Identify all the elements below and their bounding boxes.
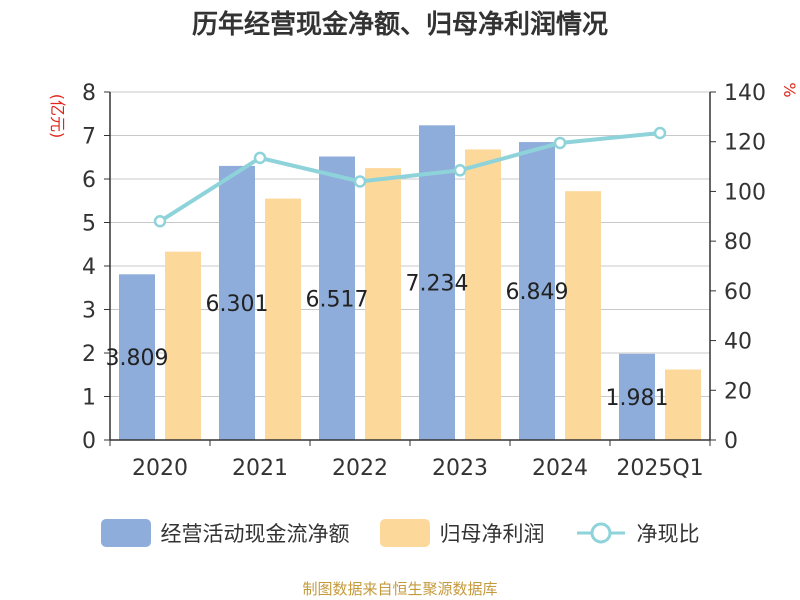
bar-net-profit bbox=[265, 198, 301, 440]
source-note: 制图数据来自恒生聚源数据库 bbox=[302, 580, 498, 598]
y-right-tick-label: 20 bbox=[724, 379, 752, 404]
bar-net-profit bbox=[465, 149, 501, 441]
ratio-line-path bbox=[158, 131, 661, 223]
x-tick-label: 2025Q1 bbox=[616, 456, 703, 481]
x-tick-label: 2023 bbox=[432, 456, 488, 481]
bar-cashflow bbox=[219, 165, 255, 440]
y-left-tick-label: 1 bbox=[82, 386, 96, 411]
y-left-tick-label: 6 bbox=[82, 168, 96, 193]
y-right-tick-label: 0 bbox=[724, 429, 738, 454]
bar-net-profit bbox=[365, 168, 401, 440]
y-right-tick-label: 140 bbox=[724, 81, 766, 106]
x-tick-label: 2022 bbox=[332, 456, 388, 481]
legend-item-ratio[interactable]: 净现比 bbox=[575, 518, 700, 548]
data-labels: 3.809 6.301 6.517 7.234 6.849 1.981 bbox=[106, 272, 669, 411]
data-label: 6.517 bbox=[306, 287, 369, 312]
data-label: 6.849 bbox=[506, 280, 569, 305]
bar-net-profit bbox=[565, 191, 601, 440]
legend-swatch-cashflow bbox=[100, 519, 151, 547]
ratio-point bbox=[553, 136, 567, 150]
y-left-tick-label: 0 bbox=[82, 429, 96, 454]
y-right-tick-label: 40 bbox=[724, 330, 752, 355]
gridlines bbox=[110, 91, 710, 397]
y-right-tick-label: 120 bbox=[724, 131, 766, 156]
y-left-tick-label: 2 bbox=[82, 342, 96, 367]
legend-item-cashflow[interactable]: 经营活动现金流净额 bbox=[100, 518, 350, 548]
y-left-tick-label: 7 bbox=[82, 125, 96, 150]
bar-net-profit bbox=[665, 369, 701, 440]
y-right-tick-label: 100 bbox=[724, 180, 766, 205]
bar-cashflow bbox=[519, 142, 555, 441]
y-left-tick-label: 5 bbox=[82, 212, 96, 237]
legend-line-marker-icon bbox=[576, 522, 625, 544]
legend-label-net-profit: 归母净利润 bbox=[439, 522, 545, 546]
ratio-point bbox=[353, 175, 367, 188]
bar-cashflow bbox=[619, 353, 655, 440]
bar-cashflow bbox=[119, 274, 155, 440]
x-tick-label: 2020 bbox=[132, 456, 188, 481]
chart-title: 历年经营现金净额、归母净利润情况 bbox=[191, 10, 608, 40]
ratio-point bbox=[453, 164, 467, 177]
legend-label-ratio: 净现比 bbox=[636, 522, 700, 546]
y-right-tick-label: 60 bbox=[724, 280, 752, 305]
x-tick-label: 2021 bbox=[232, 456, 288, 481]
data-label: 1.981 bbox=[606, 386, 669, 411]
y-right-tick-label: 80 bbox=[724, 230, 752, 255]
ratio-point bbox=[653, 126, 667, 140]
y-left-axis-title: (亿元) bbox=[48, 94, 67, 139]
y-right-axis-title: % bbox=[780, 82, 799, 97]
bar-cashflow bbox=[319, 156, 355, 440]
legend: 经营活动现金流净额 归母净利润 净现比 bbox=[0, 518, 800, 548]
ratio-line bbox=[153, 126, 667, 228]
ratio-point bbox=[253, 151, 267, 165]
bars bbox=[119, 125, 701, 441]
y-left-tick-label: 3 bbox=[82, 299, 96, 324]
y-left-tick-label: 8 bbox=[82, 81, 96, 106]
legend-label-cashflow: 经营活动现金流净额 bbox=[160, 522, 350, 546]
ratio-point bbox=[153, 215, 167, 228]
legend-swatch-net-profit bbox=[379, 519, 430, 547]
bar-cashflow bbox=[419, 125, 455, 441]
x-tick-label: 2024 bbox=[532, 456, 588, 481]
bar-net-profit bbox=[165, 251, 201, 440]
data-label: 3.809 bbox=[106, 346, 169, 371]
y-left-tick-label: 4 bbox=[82, 255, 96, 280]
data-label: 7.234 bbox=[406, 272, 469, 297]
legend-item-net-profit[interactable]: 归母净利润 bbox=[379, 518, 545, 548]
data-label: 6.301 bbox=[206, 292, 269, 317]
